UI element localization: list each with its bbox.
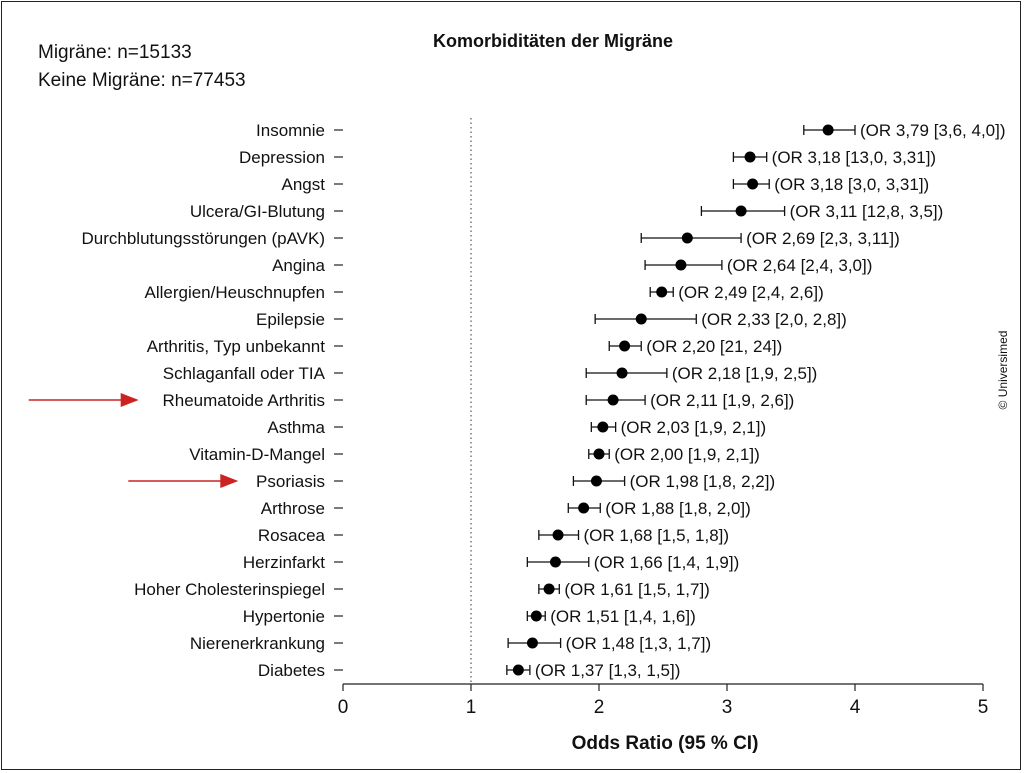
- or-point: [681, 232, 693, 244]
- or-value-label: (OR 2,69 [2,3, 3,11]): [746, 229, 900, 248]
- or-value-label: (OR 2,03 [1,9, 2,1]): [621, 418, 767, 437]
- row-label: Ulcera/GI-Blutung: [190, 202, 325, 221]
- or-point: [549, 556, 561, 568]
- x-tick-label: 0: [338, 697, 349, 718]
- or-point: [530, 610, 542, 622]
- or-value-label: (OR 1,98 [1,8, 2,2]): [630, 472, 776, 491]
- highlight-arrow-head: [220, 474, 239, 488]
- or-value-label: (OR 1,48 [1,3, 1,7]): [566, 634, 712, 653]
- or-point: [619, 340, 631, 352]
- x-tick-label: 1: [466, 697, 477, 718]
- row-label: Schlaganfall oder TIA: [163, 364, 326, 383]
- x-axis-label: Odds Ratio (95 % CI): [572, 733, 759, 754]
- row-label: Angina: [272, 256, 325, 275]
- or-point: [590, 475, 602, 487]
- or-value-label: (OR 1,51 [1,4, 1,6]): [550, 607, 696, 626]
- or-value-label: (OR 2,33 [2,0, 2,8]): [701, 310, 847, 329]
- or-point: [675, 259, 687, 271]
- or-point: [616, 367, 628, 379]
- or-value-label: (OR 3,79 [3,6, 4,0]): [860, 121, 1006, 140]
- or-point: [822, 124, 834, 136]
- or-value-label: (OR 3,18 [13,0, 3,31]): [772, 148, 936, 167]
- or-value-label: (OR 1,61 [1,5, 1,7]): [564, 580, 710, 599]
- or-value-label: (OR 2,00 [1,9, 2,1]): [614, 445, 760, 464]
- row-label: Hypertonie: [243, 607, 325, 626]
- row-label: Vitamin-D-Mangel: [189, 445, 325, 464]
- x-tick-label: 4: [850, 697, 861, 718]
- or-value-label: (OR 1,37 [1,3, 1,5]): [535, 661, 681, 680]
- or-value-label: (OR 2,18 [1,9, 2,5]): [672, 364, 818, 383]
- x-tick-label: 2: [594, 697, 605, 718]
- highlight-arrow-head: [120, 393, 139, 407]
- or-point: [747, 178, 759, 190]
- or-point: [635, 313, 647, 325]
- or-point: [543, 583, 555, 595]
- row-label: Angst: [282, 175, 326, 194]
- or-value-label: (OR 2,64 [2,4, 3,0]): [727, 256, 873, 275]
- row-label: Psoriasis: [256, 472, 325, 491]
- or-value-label: (OR 1,88 [1,8, 2,0]): [605, 499, 751, 518]
- row-label: Allergien/Heuschnupfen: [144, 283, 325, 302]
- migraine-count: Migräne: n=15133: [38, 42, 192, 63]
- or-point: [607, 394, 619, 406]
- row-label: Durchblutungsstörungen (pAVK): [82, 229, 326, 248]
- row-label: Hoher Cholesterinspiegel: [134, 580, 325, 599]
- row-label: Arthritis, Typ unbekannt: [147, 337, 326, 356]
- or-value-label: (OR 2,20 [21, 24]): [646, 337, 782, 356]
- row-label: Epilepsie: [256, 310, 325, 329]
- no-migraine-count: Keine Migräne: n=77453: [38, 70, 246, 91]
- or-point: [578, 502, 590, 514]
- chart-title: Komorbiditäten der Migräne: [432, 31, 674, 51]
- or-point: [597, 421, 609, 433]
- or-value-label: (OR 3,11 [12,8, 3,5]): [790, 202, 944, 221]
- or-point: [552, 529, 564, 541]
- row-label: Arthrose: [261, 499, 325, 518]
- row-label: Asthma: [267, 418, 325, 437]
- x-tick-label: 5: [978, 697, 989, 718]
- or-value-label: (OR 2,11 [1,9, 2,6]): [650, 391, 794, 410]
- or-value-label: (OR 2,49 [2,4, 2,6]): [678, 283, 824, 302]
- row-label: Insomnie: [256, 121, 325, 140]
- row-label: Rosacea: [258, 526, 326, 545]
- or-point: [735, 205, 747, 217]
- or-value-label: (OR 1,68 [1,5, 1,8]): [584, 526, 730, 545]
- x-tick-label: 3: [722, 697, 733, 718]
- or-point: [593, 448, 605, 460]
- or-point: [512, 664, 524, 676]
- row-label: Rheumatoide Arthritis: [162, 391, 325, 410]
- or-point: [656, 286, 668, 298]
- or-point: [526, 637, 538, 649]
- or-point: [744, 151, 756, 163]
- row-label: Diabetes: [258, 661, 325, 680]
- row-label: Depression: [239, 148, 325, 167]
- row-label: Nierenerkrankung: [190, 634, 325, 653]
- or-value-label: (OR 3,18 [3,0, 3,31]): [774, 175, 929, 194]
- row-label: Herzinfarkt: [243, 553, 325, 572]
- or-value-label: (OR 1,66 [1,4, 1,9]): [594, 553, 740, 572]
